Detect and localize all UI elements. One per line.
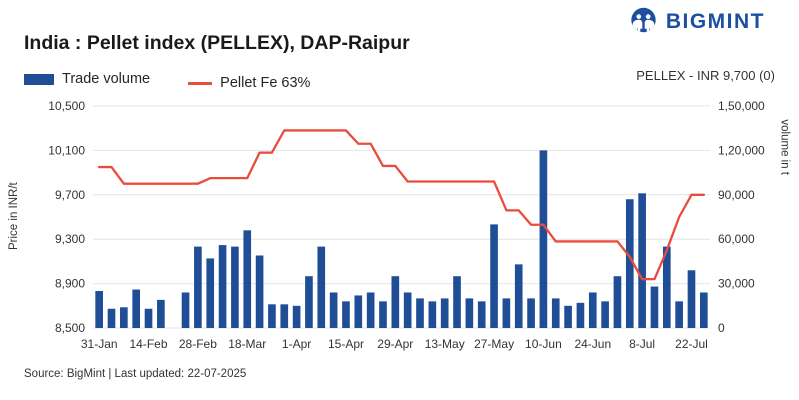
svg-text:8,900: 8,900: [55, 277, 85, 291]
svg-text:1-Apr: 1-Apr: [282, 337, 311, 351]
svg-text:9,700: 9,700: [55, 188, 85, 202]
svg-text:10,500: 10,500: [48, 99, 85, 113]
svg-text:8,500: 8,500: [55, 321, 85, 335]
svg-text:10-Jun: 10-Jun: [525, 337, 562, 351]
svg-text:22-Jul: 22-Jul: [675, 337, 708, 351]
svg-text:31-Jan: 31-Jan: [81, 337, 118, 351]
svg-text:9,300: 9,300: [55, 232, 85, 246]
svg-text:30,000: 30,000: [718, 277, 755, 291]
svg-text:24-Jun: 24-Jun: [574, 337, 611, 351]
svg-text:60,000: 60,000: [718, 232, 755, 246]
svg-text:0: 0: [718, 321, 725, 335]
svg-text:27-May: 27-May: [474, 337, 514, 351]
svg-text:10,100: 10,100: [48, 143, 85, 157]
svg-text:8-Jul: 8-Jul: [629, 337, 655, 351]
svg-text:29-Apr: 29-Apr: [377, 337, 413, 351]
svg-text:13-May: 13-May: [425, 337, 465, 351]
svg-text:28-Feb: 28-Feb: [179, 337, 217, 351]
svg-text:18-Mar: 18-Mar: [228, 337, 266, 351]
svg-text:90,000: 90,000: [718, 188, 755, 202]
svg-text:1,20,000: 1,20,000: [718, 143, 765, 157]
svg-text:1,50,000: 1,50,000: [718, 99, 765, 113]
svg-text:14-Feb: 14-Feb: [129, 337, 167, 351]
svg-text:15-Apr: 15-Apr: [328, 337, 364, 351]
